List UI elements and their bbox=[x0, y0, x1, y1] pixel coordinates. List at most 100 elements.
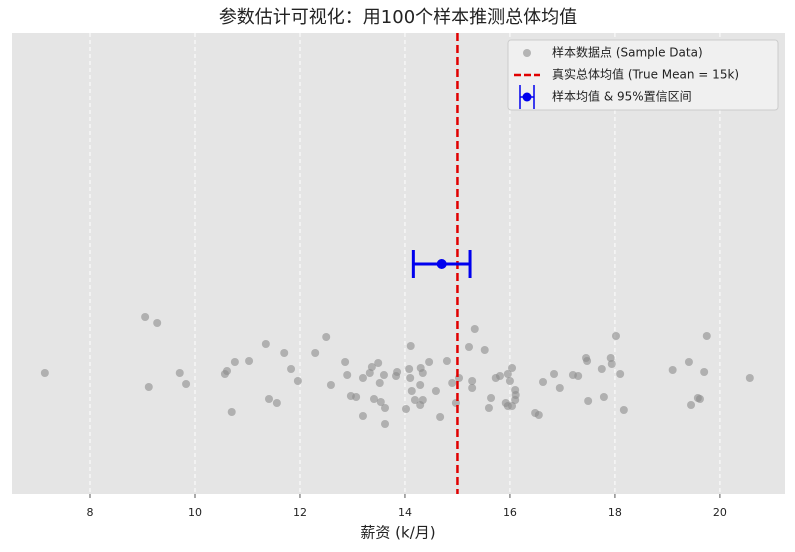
data-point bbox=[375, 379, 384, 387]
data-point bbox=[550, 370, 559, 378]
data-point bbox=[448, 379, 457, 387]
data-point bbox=[745, 374, 754, 382]
data-point bbox=[406, 342, 415, 350]
data-point bbox=[418, 369, 427, 377]
data-point bbox=[436, 413, 445, 421]
data-point bbox=[381, 404, 390, 412]
data-point bbox=[245, 357, 254, 365]
data-point bbox=[606, 354, 615, 362]
x-tick-label: 20 bbox=[713, 506, 727, 519]
data-point bbox=[261, 340, 270, 348]
data-point bbox=[410, 396, 419, 404]
data-point bbox=[287, 365, 296, 373]
data-point bbox=[367, 363, 376, 371]
data-point bbox=[369, 395, 378, 403]
data-point bbox=[358, 374, 367, 382]
data-point bbox=[684, 358, 693, 366]
data-point bbox=[480, 346, 489, 354]
data-point bbox=[405, 365, 414, 373]
data-point bbox=[508, 402, 517, 410]
data-point bbox=[374, 359, 383, 367]
data-point bbox=[322, 333, 331, 341]
data-point bbox=[326, 381, 335, 389]
data-point bbox=[695, 395, 704, 403]
mean-point bbox=[436, 259, 447, 269]
x-tick-label: 16 bbox=[503, 506, 517, 519]
data-point bbox=[511, 391, 520, 399]
data-point bbox=[175, 369, 184, 377]
data-point bbox=[495, 372, 504, 380]
data-point bbox=[611, 332, 620, 340]
data-point bbox=[418, 396, 427, 404]
data-point bbox=[153, 319, 162, 327]
x-tick-label: 8 bbox=[87, 506, 94, 519]
legend-label: 样本数据点 (Sample Data) bbox=[552, 45, 703, 60]
data-point bbox=[584, 397, 593, 405]
data-point bbox=[534, 411, 543, 419]
data-point bbox=[365, 369, 374, 377]
data-point bbox=[616, 370, 625, 378]
x-tick-label: 10 bbox=[188, 506, 202, 519]
data-point bbox=[406, 374, 415, 382]
x-tick-label: 12 bbox=[293, 506, 307, 519]
data-point bbox=[144, 383, 153, 391]
x-tick-label: 14 bbox=[398, 506, 412, 519]
legend-marker bbox=[522, 92, 532, 102]
data-point bbox=[358, 412, 367, 420]
data-point bbox=[470, 325, 479, 333]
data-point bbox=[431, 387, 440, 395]
data-point bbox=[597, 365, 606, 373]
x-axis-label: 薪资 (k/月) bbox=[360, 524, 435, 542]
data-point bbox=[599, 393, 608, 401]
data-point bbox=[311, 349, 320, 357]
data-point bbox=[381, 420, 390, 428]
data-point bbox=[182, 380, 191, 388]
data-point bbox=[539, 378, 548, 386]
legend-box bbox=[507, 39, 779, 111]
data-point bbox=[464, 343, 473, 351]
data-point bbox=[402, 405, 411, 413]
data-point bbox=[407, 387, 416, 395]
data-point bbox=[619, 406, 628, 414]
data-point bbox=[272, 399, 281, 407]
data-point bbox=[280, 349, 289, 357]
data-point bbox=[702, 332, 711, 340]
data-point bbox=[468, 377, 477, 385]
data-point bbox=[352, 393, 361, 401]
plot: 8 10 12 14 16 18 20 bbox=[40, 33, 754, 519]
data-point bbox=[40, 369, 49, 377]
data-point bbox=[230, 358, 239, 366]
data-point bbox=[141, 313, 150, 321]
data-point bbox=[484, 404, 493, 412]
legend-marker bbox=[523, 49, 531, 57]
data-point bbox=[487, 394, 496, 402]
legend: 样本数据点 (Sample Data) 真实总体均值 (True Mean = 1… bbox=[507, 39, 779, 111]
legend-label: 真实总体均值 (True Mean = 15k) bbox=[552, 67, 739, 82]
data-point bbox=[425, 358, 434, 366]
data-point bbox=[379, 371, 388, 379]
data-point bbox=[468, 384, 477, 392]
data-point bbox=[583, 357, 592, 365]
data-point bbox=[700, 368, 709, 376]
chart-title: 参数估计可视化：用100个样本推测总体均值 bbox=[219, 7, 577, 28]
data-point bbox=[416, 381, 425, 389]
data-point bbox=[393, 368, 402, 376]
data-point bbox=[503, 370, 512, 378]
data-point bbox=[668, 366, 677, 374]
data-point bbox=[687, 401, 696, 409]
x-tick-label: 18 bbox=[608, 506, 622, 519]
data-point bbox=[265, 395, 274, 403]
data-point bbox=[508, 364, 517, 372]
data-point bbox=[607, 360, 616, 368]
data-point bbox=[376, 398, 385, 406]
data-point bbox=[442, 357, 451, 365]
data-point bbox=[574, 372, 583, 380]
data-point bbox=[227, 408, 236, 416]
data-point bbox=[341, 358, 350, 366]
data-point bbox=[505, 377, 514, 385]
data-point bbox=[343, 371, 352, 379]
data-point bbox=[293, 377, 302, 385]
legend-label: 样本均值 & 95%置信区间 bbox=[552, 89, 692, 104]
data-point bbox=[555, 384, 564, 392]
